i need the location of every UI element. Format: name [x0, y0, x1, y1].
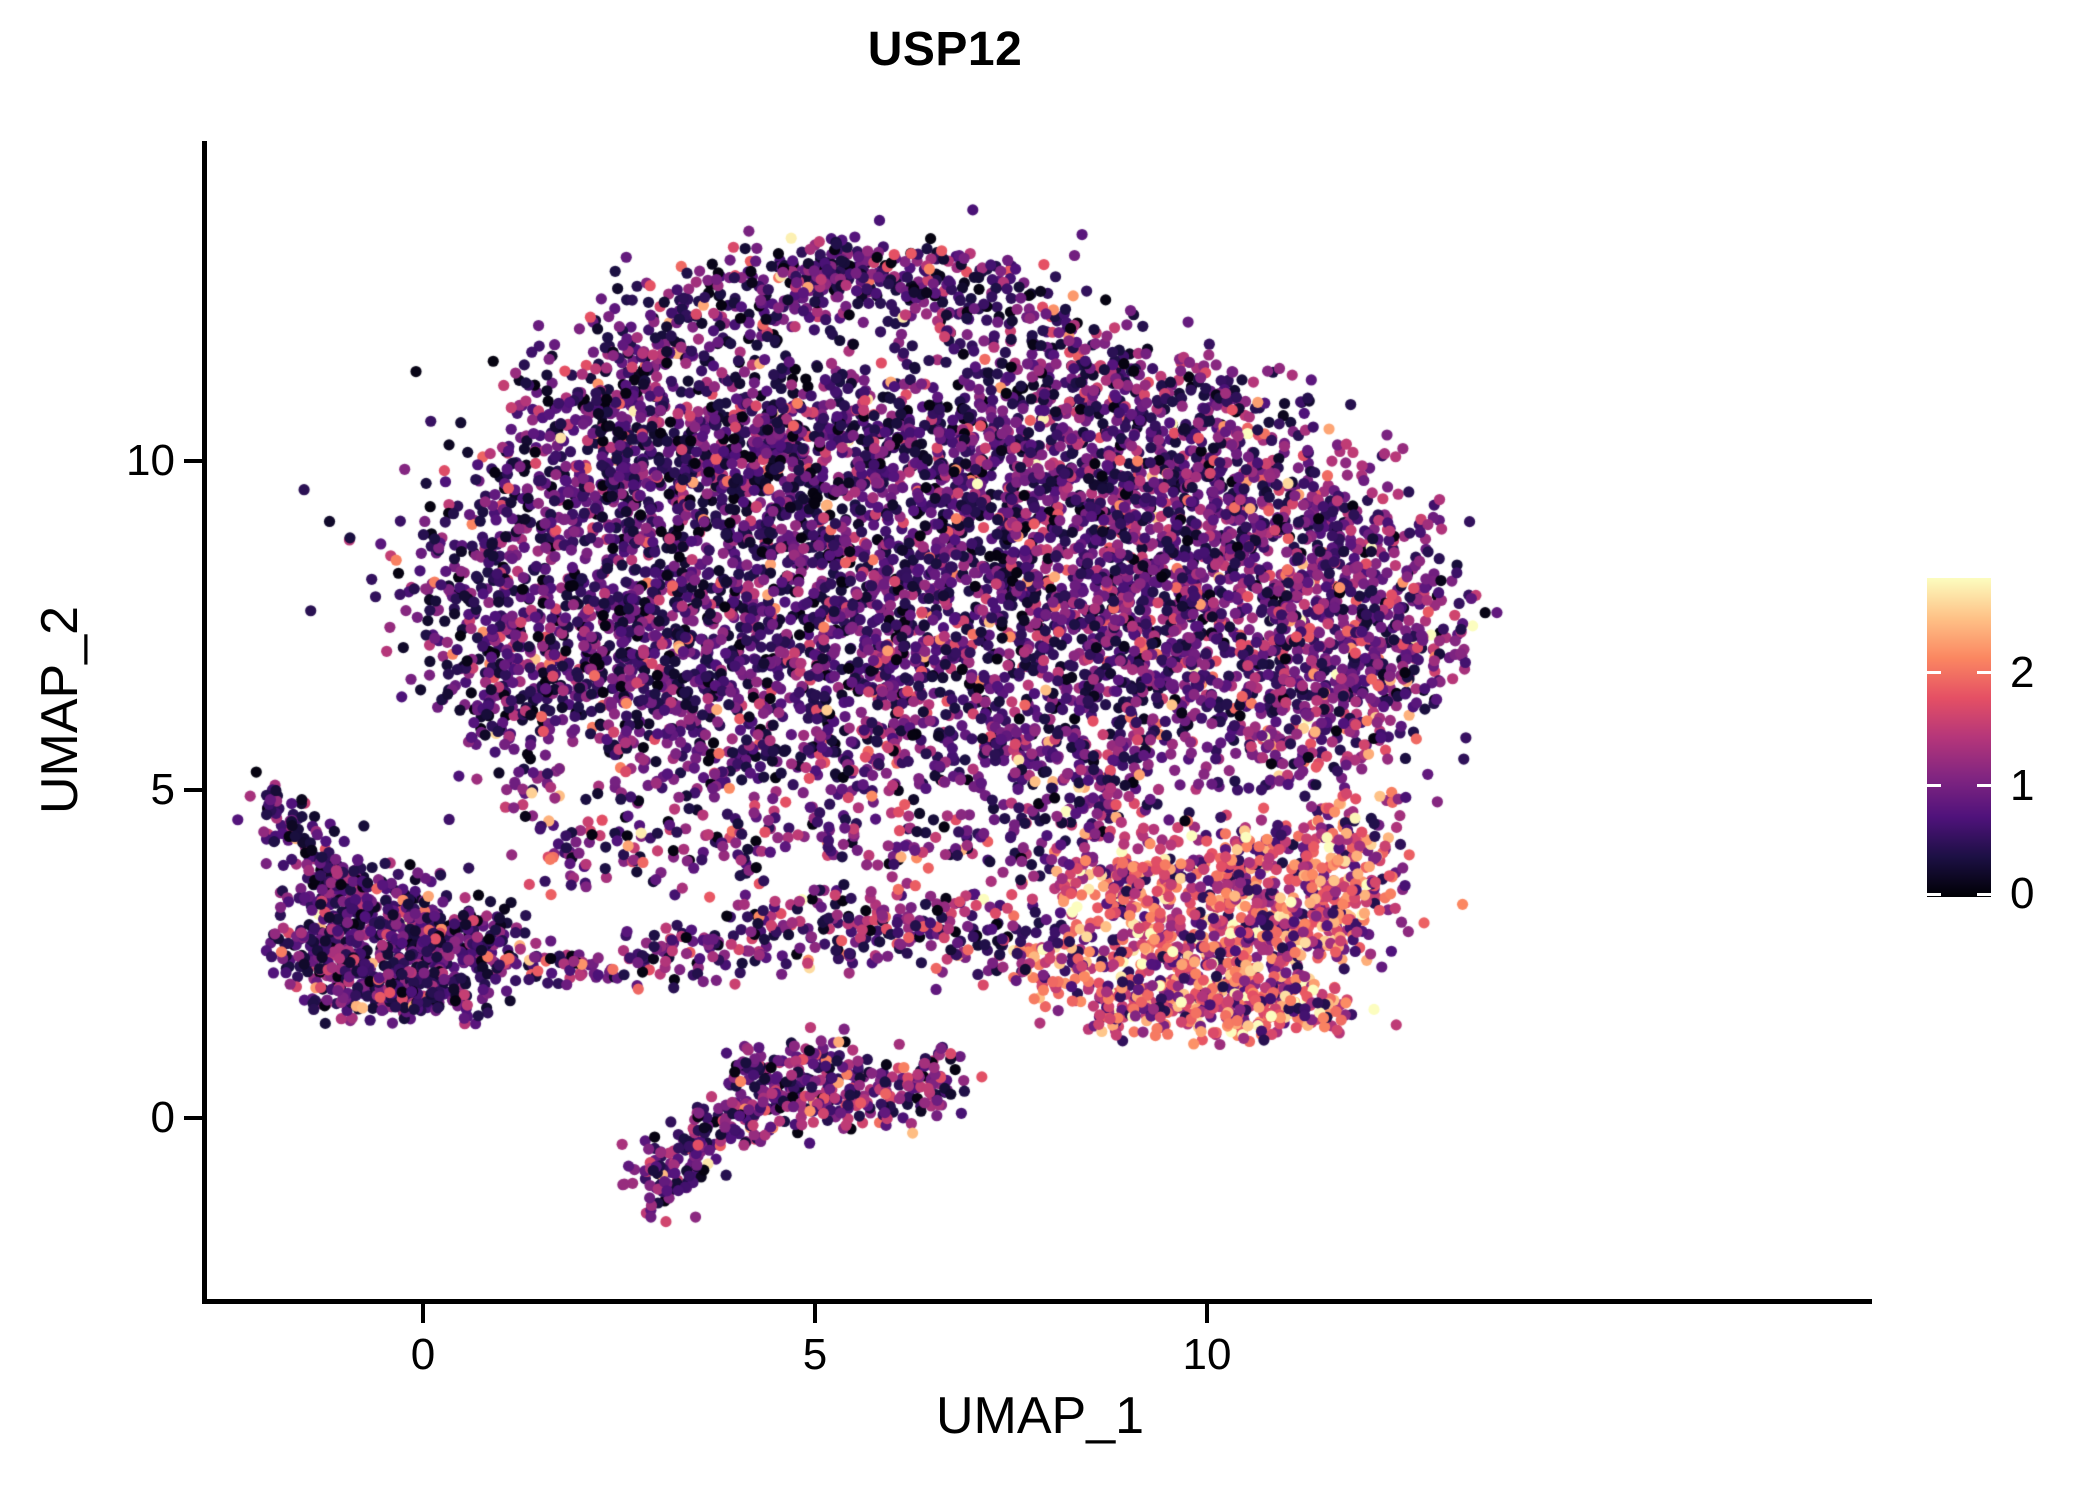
x-axis-title: UMAP_1 — [935, 1387, 1145, 1445]
colorbar-tick-1-left — [1927, 784, 1941, 787]
colorbar-tick-2-right — [1977, 671, 1991, 674]
x-axis-line — [202, 1299, 1872, 1304]
y-tick-mark-0 — [184, 1116, 203, 1120]
y-tick-mark-5 — [184, 788, 203, 792]
colorbar-tick-1-right — [1977, 784, 1991, 787]
x-tick-mark-0 — [421, 1304, 425, 1323]
x-tick-mark-5 — [813, 1304, 817, 1323]
colorbar-tick-0-right — [1977, 893, 1991, 896]
colorbar-tick-0-left — [1927, 893, 1941, 896]
colorbar-label-1: 1 — [2010, 761, 2035, 810]
y-axis-title: UMAP_2 — [31, 605, 89, 815]
y-tick-label-5: 5 — [150, 765, 175, 814]
y-tick-mark-10 — [184, 459, 203, 463]
x-tick-label-0: 0 — [410, 1330, 436, 1379]
x-tick-mark-10 — [1205, 1304, 1209, 1323]
y-axis-line — [202, 141, 207, 1304]
x-tick-label-10: 10 — [1182, 1330, 1232, 1379]
colorbar-legend — [1927, 578, 1991, 897]
colorbar-gradient — [1927, 578, 1991, 897]
y-tick-label-0: 0 — [150, 1093, 175, 1142]
colorbar-tick-2-left — [1927, 671, 1941, 674]
x-tick-label-5: 5 — [802, 1330, 828, 1379]
colorbar-label-2: 2 — [2010, 648, 2035, 697]
y-tick-label-10: 10 — [126, 436, 175, 485]
colorbar-label-0: 0 — [2010, 869, 2035, 918]
